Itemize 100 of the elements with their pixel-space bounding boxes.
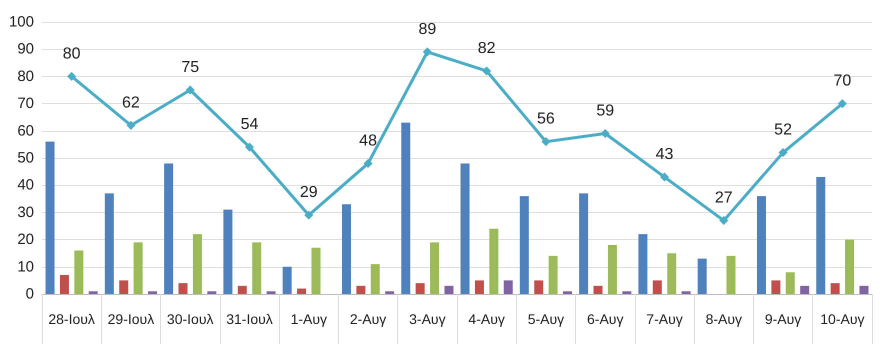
bar [845,240,854,294]
bar [667,253,676,294]
point [838,99,847,108]
x-tick-label: 9-Αυγ [764,311,802,327]
bar [104,193,114,294]
bar [771,280,780,294]
y-tick-label: 0 [26,286,34,302]
bar [608,245,617,294]
bar [682,291,691,294]
bar [474,280,484,294]
y-tick-label: 10 [17,258,34,276]
data-label: 62 [122,94,140,112]
bar [652,280,662,294]
bar [60,274,69,294]
y-tick-label: 90 [17,40,34,58]
y-tick-label: 80 [17,68,34,85]
x-tick-label: 7-Αυγ [646,311,683,327]
x-tick-label: 28-Ιουλ [48,311,95,327]
bar [46,142,55,294]
y-tick-label: 70 [17,95,34,112]
bar [356,286,366,294]
bar [148,291,158,294]
y-tick-label: 50 [17,150,34,166]
y-tick-label: 40 [17,176,34,194]
x-tick-label: 4-Αυγ [468,311,505,327]
bar [74,250,84,294]
data-label: 56 [537,110,555,128]
bar [800,286,810,294]
bar [786,272,795,294]
bar [489,228,498,294]
bar [504,280,513,294]
bar [638,234,648,294]
point [364,158,373,168]
bar [252,242,262,294]
data-label: 59 [596,102,614,120]
x-tick-label: 8-Αυγ [706,311,742,327]
bar [622,291,632,294]
data-label: 80 [62,45,81,62]
data-label: 48 [359,132,378,150]
bar [520,196,529,294]
point [304,210,314,220]
x-tick-label: 1-Αυγ [290,311,328,327]
bar [444,286,454,294]
point [186,86,195,94]
bar [311,248,320,294]
x-tick-label: 31-Ιουλ [226,311,273,327]
x-tick-label: 10-Αυγ [820,311,864,327]
bar [238,286,247,294]
bar [830,283,840,294]
data-label: 82 [478,40,496,57]
bar [164,163,174,294]
bar [548,256,558,294]
bar [579,193,588,294]
point [482,66,492,76]
bar [563,291,572,294]
bar [594,286,603,294]
bar [178,283,188,294]
bar [401,122,410,294]
bar [192,234,202,294]
y-tick-label: 100 [8,14,34,30]
bar [816,177,826,294]
data-label: 54 [240,116,258,134]
point [422,47,432,56]
y-tick-label: 60 [17,122,34,140]
point [126,120,136,130]
bar [430,242,440,294]
point [660,172,669,182]
bar [534,280,544,294]
bar [342,204,351,294]
bar [385,291,394,294]
bar [859,286,868,294]
data-label: 70 [833,72,852,90]
x-tick-label: 3-Αυγ [409,311,446,327]
x-tick-label: 30-Ιουλ [166,311,214,327]
bar [119,280,128,294]
x-tick-label: 6-Αυγ [586,311,624,327]
data-label: 52 [774,122,792,139]
bar [297,288,306,294]
point [67,72,76,81]
bar [134,242,143,294]
data-label: 89 [418,20,436,38]
x-tick-label: 29-Ιουλ [108,311,154,327]
bar [223,210,232,294]
bar [207,291,216,294]
bar [460,163,470,294]
data-label: 27 [714,190,733,207]
bar [266,291,276,294]
bar [698,258,707,294]
x-tick-label: 5-Αυγ [528,311,564,327]
point [600,129,610,138]
bar [416,283,425,294]
bar [756,196,766,294]
x-tick-label: 2-Αυγ [350,311,386,327]
point [719,216,728,226]
data-label: 43 [656,146,674,164]
point [245,142,254,152]
data-label: 29 [300,184,318,202]
y-tick-label: 30 [17,204,34,221]
bar [88,291,98,294]
point [778,148,788,158]
